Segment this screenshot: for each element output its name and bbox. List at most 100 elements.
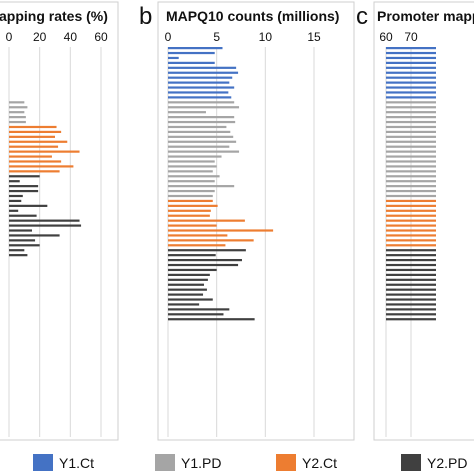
bar-y2-pd xyxy=(386,288,436,291)
bar-y2-pd xyxy=(386,268,436,272)
bar-y2-ct xyxy=(9,145,59,148)
bar-y1-pd xyxy=(168,189,215,193)
bar-y2-pd xyxy=(168,283,205,286)
bar-y2-ct xyxy=(168,244,226,247)
bar-y1-pd xyxy=(386,155,436,158)
legend-swatch xyxy=(276,454,296,471)
bar-y1-ct xyxy=(168,71,239,74)
bar-y2-pd xyxy=(9,199,22,203)
bar-y2-ct xyxy=(386,224,436,227)
bar-y2-pd xyxy=(168,308,230,311)
bar-y1-pd xyxy=(386,135,436,138)
bar-y1-ct xyxy=(168,47,223,50)
bar-y1-pd xyxy=(168,130,231,134)
bar-y2-pd xyxy=(9,229,32,232)
legend-swatch xyxy=(155,454,175,471)
bar-y1-pd xyxy=(168,106,240,109)
bar-y1-ct xyxy=(168,56,179,60)
bar-y1-pd xyxy=(386,150,436,153)
bar-y2-ct xyxy=(386,209,436,212)
bar-y2-ct xyxy=(9,130,62,134)
x-tick-label: 60 xyxy=(94,30,108,44)
bar-y1-pd xyxy=(168,155,222,158)
bar-y1-pd xyxy=(168,145,230,148)
bar-y1-pd xyxy=(386,140,436,143)
bar-y2-pd xyxy=(9,194,23,198)
legend: Y1.Ct Y1.PD Y2.Ct Y2.PD xyxy=(33,454,467,471)
bar-y1-pd xyxy=(168,135,234,138)
panel-c-frame xyxy=(373,1,474,441)
bar-y1-pd xyxy=(168,165,217,168)
bar-y1-pd xyxy=(386,170,436,173)
bar-y1-pd xyxy=(168,185,235,188)
panel-a-bars xyxy=(9,101,82,257)
bar-y1-ct xyxy=(386,51,436,55)
bar-group xyxy=(168,47,274,321)
panel-b-bars xyxy=(168,47,274,321)
bar-y2-pd xyxy=(168,288,207,291)
bar-y1-pd xyxy=(168,125,227,129)
bar-y2-ct xyxy=(9,160,62,163)
panel-a: apping rates (%) 0 20 40 60 xyxy=(0,1,119,441)
bar-y1-pd xyxy=(386,111,436,114)
bar-y2-ct xyxy=(9,140,68,143)
panel-b: b MAPQ10 counts (millions) 0 5 10 15 xyxy=(139,1,355,441)
bar-y2-pd xyxy=(386,313,436,316)
bar-y2-pd xyxy=(386,278,436,281)
bar-y1-ct xyxy=(386,81,436,84)
legend-swatch xyxy=(33,454,53,471)
bar-y1-pd xyxy=(386,180,436,183)
bar-y1-ct xyxy=(168,81,230,84)
bar-y1-ct xyxy=(168,86,235,89)
bar-y2-ct xyxy=(168,209,211,212)
bar-y2-pd xyxy=(9,244,40,247)
bar-y2-pd xyxy=(386,258,436,262)
panel-a-title: apping rates (%) xyxy=(0,8,108,24)
bar-y1-pd xyxy=(386,185,436,188)
bar-y1-ct xyxy=(386,61,436,64)
bar-y2-pd xyxy=(168,249,246,252)
bar-y1-ct xyxy=(386,66,436,69)
bar-y2-pd xyxy=(9,224,82,227)
bar-y2-pd xyxy=(386,283,436,286)
bar-y2-pd xyxy=(386,249,436,252)
bar-y1-ct xyxy=(168,51,215,55)
bar-y2-pd xyxy=(386,273,436,276)
bar-y2-ct xyxy=(9,165,74,168)
bar-y2-ct xyxy=(168,239,254,242)
bar-y1-ct xyxy=(386,56,436,60)
panel-b-title: MAPQ10 counts (millions) xyxy=(166,8,339,24)
panel-b-letter: b xyxy=(139,3,152,30)
panel-c-gridlines xyxy=(385,47,412,437)
panel-c-title: Promoter mapp xyxy=(377,8,474,24)
legend-label: Y1.PD xyxy=(181,455,221,471)
x-tick-label: 40 xyxy=(64,30,78,44)
panel-a-frame xyxy=(0,1,119,441)
bar-y2-pd xyxy=(168,254,216,257)
bar-y1-pd xyxy=(168,170,213,173)
bar-y2-ct xyxy=(386,219,436,222)
bar-y2-pd xyxy=(168,318,255,321)
bar-y2-pd xyxy=(9,189,39,193)
bar-y2-pd xyxy=(9,249,25,252)
bar-y1-pd xyxy=(168,140,237,143)
bar-y2-pd xyxy=(9,175,40,178)
bar-y2-ct xyxy=(386,214,436,217)
x-tick-label: 70 xyxy=(404,30,418,44)
bar-y2-ct xyxy=(168,219,245,222)
bar-y1-ct xyxy=(386,76,436,79)
panel-a-x-ticks: 0 20 40 60 xyxy=(6,30,108,44)
bar-y2-pd xyxy=(9,219,80,222)
bar-y2-pd xyxy=(9,185,39,188)
bar-y2-ct xyxy=(386,204,436,207)
bar-y1-pd xyxy=(168,101,235,104)
x-tick-label: 5 xyxy=(213,30,220,44)
bar-y2-pd xyxy=(9,209,19,212)
x-tick-label: 10 xyxy=(259,30,273,44)
bar-y2-pd xyxy=(168,313,224,316)
bar-y2-pd xyxy=(386,318,436,321)
bar-y2-pd xyxy=(168,298,213,301)
x-tick-label: 20 xyxy=(33,30,47,44)
bar-y2-ct xyxy=(168,224,217,227)
